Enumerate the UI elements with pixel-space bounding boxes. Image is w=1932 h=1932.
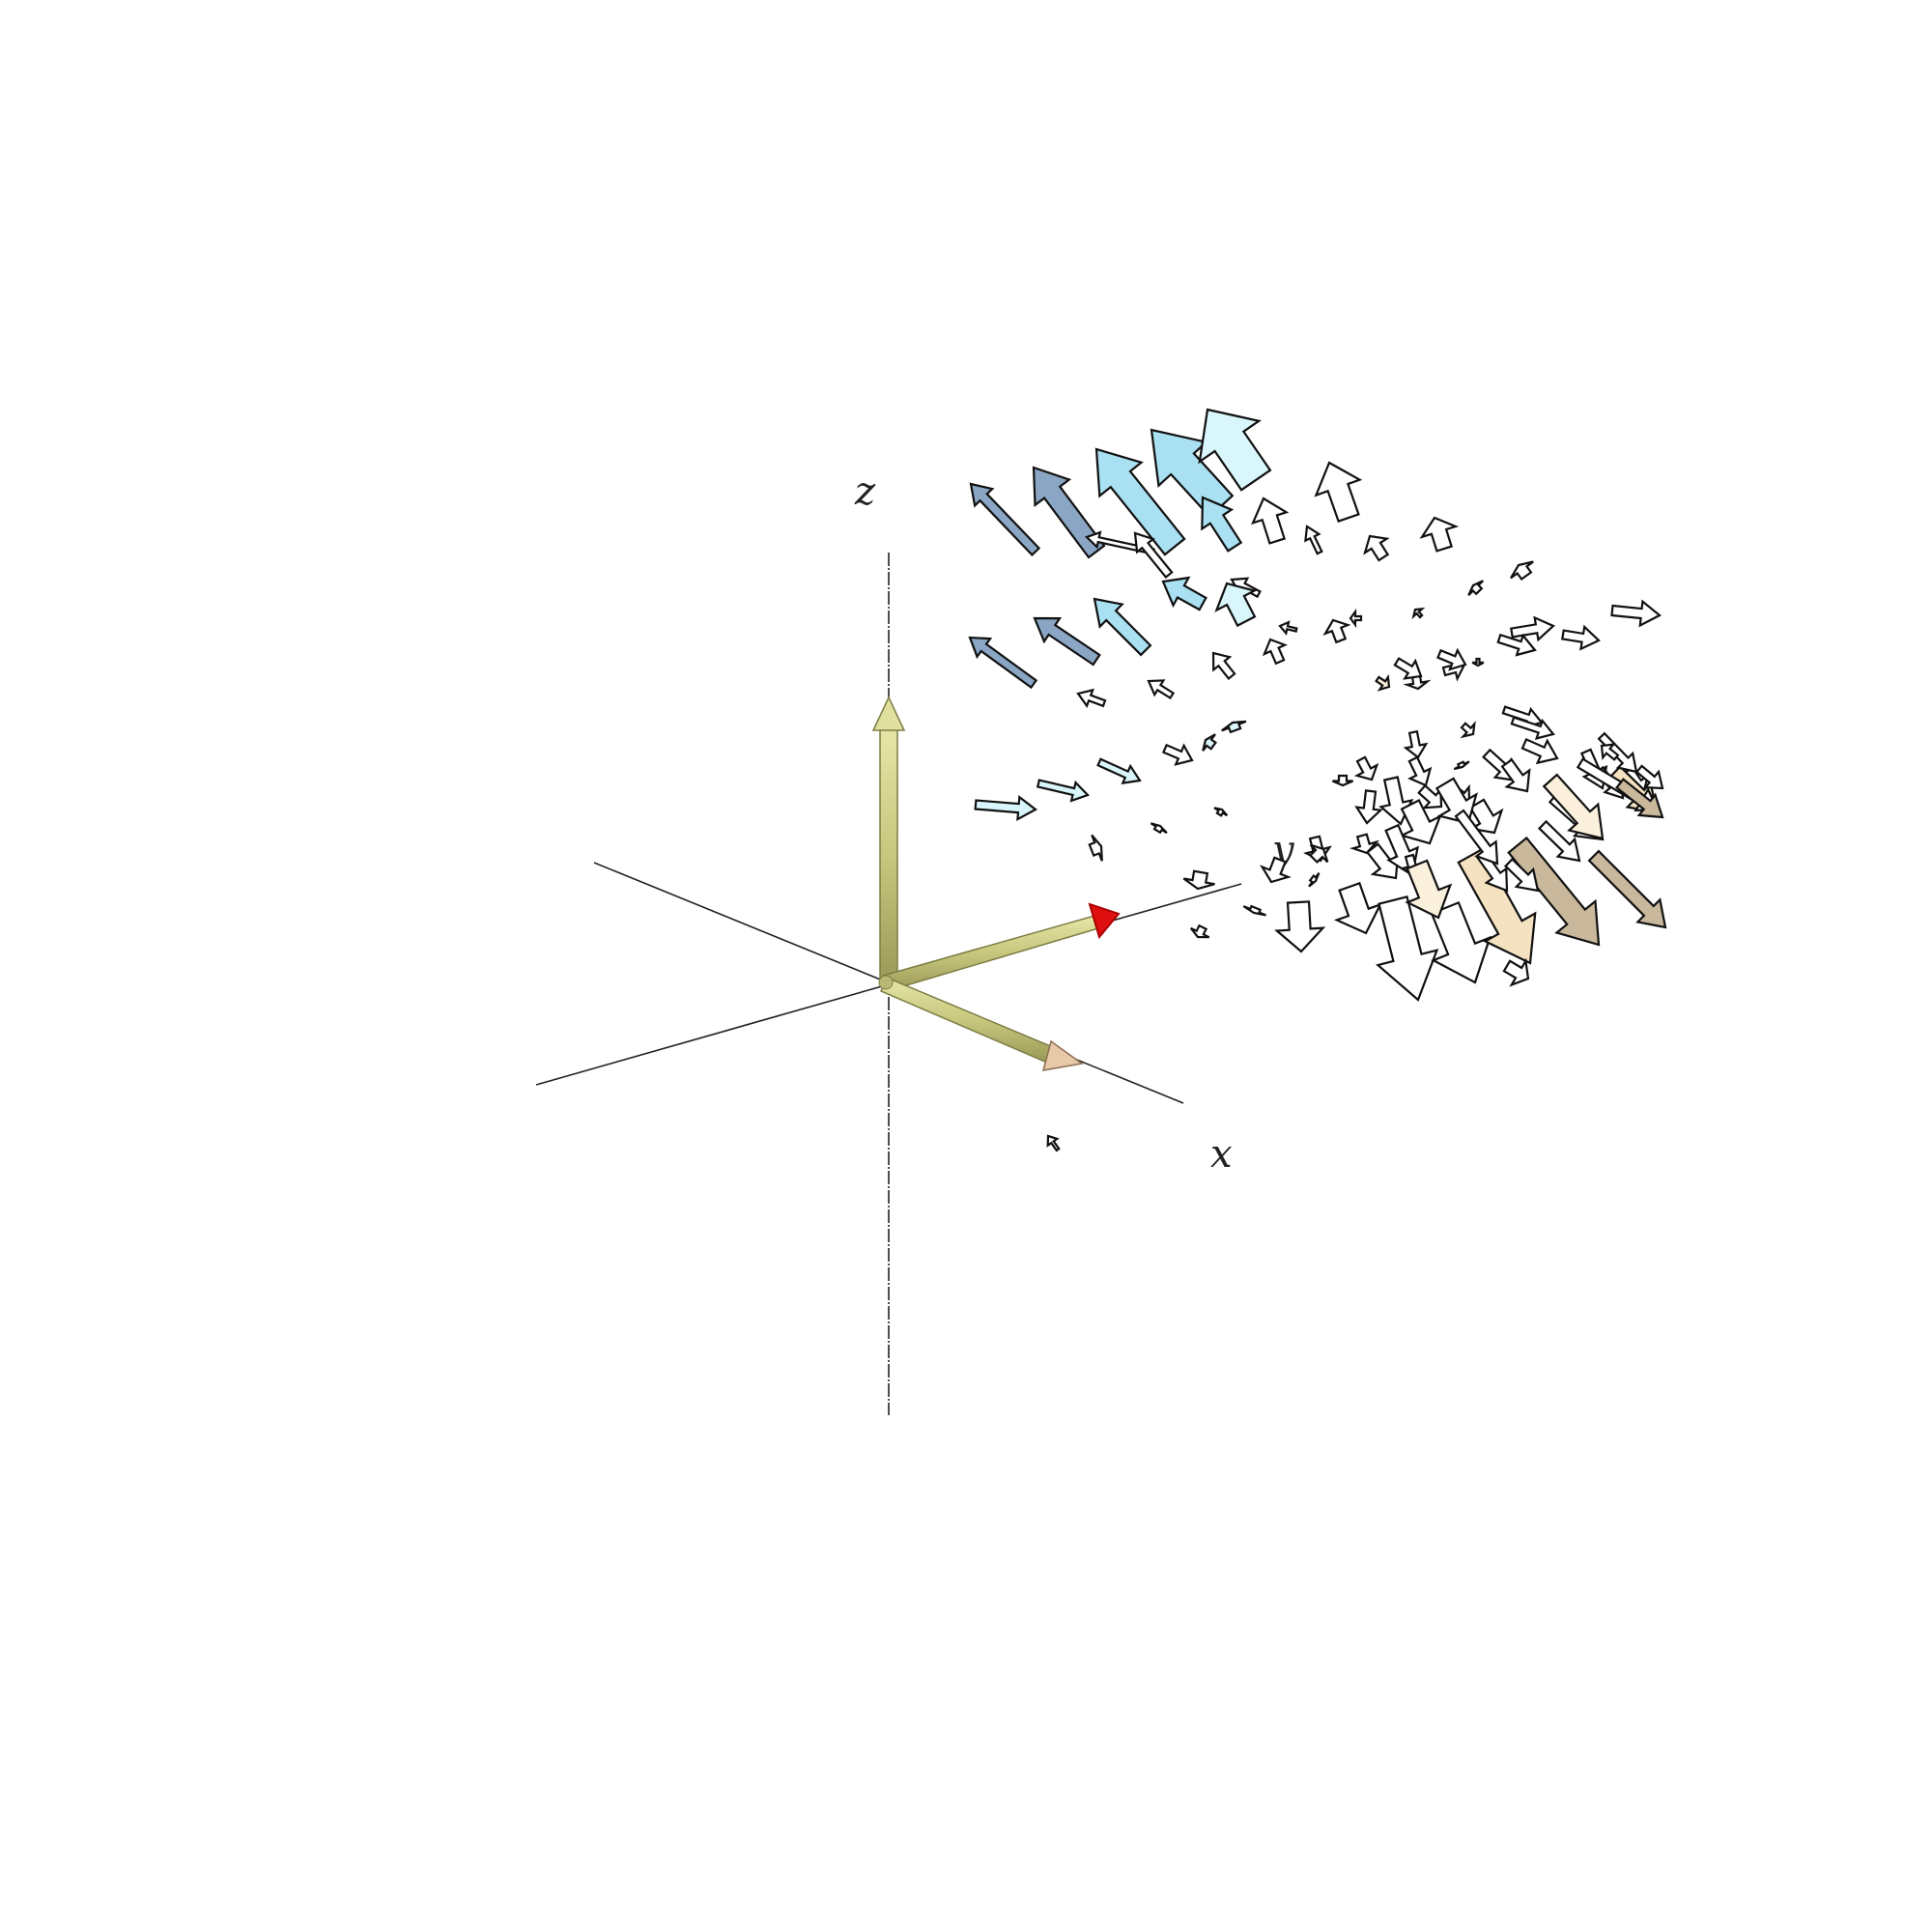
vector-arrow-icon [1213,807,1229,817]
vector-arrow-icon [1510,716,1555,740]
vector-arrow-icon [1262,638,1288,666]
vector-arrow-icon [1500,757,1531,793]
vector-arrow-icon [1634,764,1664,790]
vector-arrow-icon [1094,447,1186,556]
vector-arrow-icon [1331,774,1354,787]
vector-arrow-icon [1201,496,1243,553]
vector-arrow-icon [1407,755,1433,787]
vector-arrow-icon [1510,615,1555,642]
vector-arrow-icon [1507,836,1601,947]
vector-arrow-icon [1242,904,1266,917]
vector-arrow-icon [1393,657,1423,680]
vector-arrow-icon [1076,688,1107,709]
vector-arrow-icon [1537,819,1581,863]
vector-arrow-icon [1251,497,1290,545]
vector-arrow-icon [1471,657,1485,668]
vector-arrow-icon [1150,822,1168,835]
vector-arrow-icon [1436,647,1467,671]
vector-arrow-icon [1088,834,1103,862]
vector-arrow-icon [1430,900,1492,984]
vector-arrow-icon [1403,729,1429,759]
vector-arrow-icon [1161,576,1208,611]
vector-arrow-icon [1304,525,1323,555]
vector-arrow-icon [1502,957,1530,987]
vector-arrow-icon [1496,633,1537,657]
vector-arrow-icon [1308,843,1329,865]
vector-arrow-icon [1202,733,1217,752]
vector-arrow-icon [1375,673,1391,692]
z-axis-label: z [854,469,876,514]
x-axis-label: x [1210,1132,1233,1177]
vector-arrow-icon [1308,872,1321,888]
vector-arrow-icon [974,794,1038,822]
vector-arrow-icon [1349,608,1363,629]
vector-arrow-icon [1046,1134,1061,1152]
vector-arrow-icon [1274,900,1326,953]
vector-arrow-icon [1093,597,1152,657]
vector-arrow-icon [1096,757,1142,784]
vector-arrow-icon [1211,651,1236,681]
vector-arrow-icon [1036,779,1090,803]
vector-arrow-icon [1587,849,1667,929]
vector-arrow-icon [1033,616,1101,667]
vector-arrow-icon [1032,466,1106,559]
vector-arrow-icon [1349,833,1379,855]
vector-arrow-icon [1147,679,1176,700]
vector-arrow-icon [1214,582,1258,628]
vector-arrow-icon [1161,743,1194,766]
vector-arrow-icon [1405,859,1453,920]
vector-arrow-icon [1453,760,1470,771]
vector-arrow-icon [1182,869,1215,891]
vector-arrow-icon [1399,799,1442,845]
vector-arrow-icon [1435,777,1478,825]
vector-arrow-icon [1278,620,1298,636]
vector-arrow-icon [1198,408,1272,492]
vector-arrow-icon [1615,778,1664,819]
vector-arrow-icon [1454,809,1499,866]
vector-arrow-icon [1333,881,1383,935]
basis-vector-x-icon [880,977,1084,1071]
vector-arrow-icon [1467,580,1484,596]
vector-arrow-icon [1468,798,1504,835]
vector-arrow-icon [1133,531,1174,580]
vector-arrow-icon [969,482,1041,557]
vector-arrow-icon [1419,516,1460,553]
vector-arrow-icon [1189,923,1210,939]
vector-arrow-icon [1597,731,1638,774]
vector-arrow-icon [1417,783,1443,810]
vector-arrow-icon [1542,773,1605,840]
vector-arrow-icon [1520,737,1559,765]
vector-arrow-icon [1221,720,1247,734]
vector-arrow-icon [1314,461,1363,523]
vector-arrow-icon [1353,755,1379,781]
vector-field [968,408,1667,1152]
vector-arrow-icon [1411,607,1426,620]
vector-arrow-icon [1510,560,1534,582]
basis-vectors [871,696,1121,1071]
vector-arrow-icon [1354,789,1383,825]
origin-point [878,975,894,990]
basis-vector-y-icon [882,902,1121,992]
vector-arrow-icon [968,636,1038,690]
vector-arrow-icon [1561,624,1601,651]
basis-vector-z-icon [871,696,906,984]
vector-arrow-icon [1503,857,1540,893]
vector-arrow-icon [1259,856,1292,884]
vector-arrow-icon [1322,618,1351,644]
vector-arrow-icon [1460,721,1476,739]
vector-arrow-icon [1600,743,1620,761]
vector-arrow-icon [1376,895,1439,1002]
vector-arrow-icon [1610,599,1662,628]
vector-arrow-icon [1363,534,1390,562]
